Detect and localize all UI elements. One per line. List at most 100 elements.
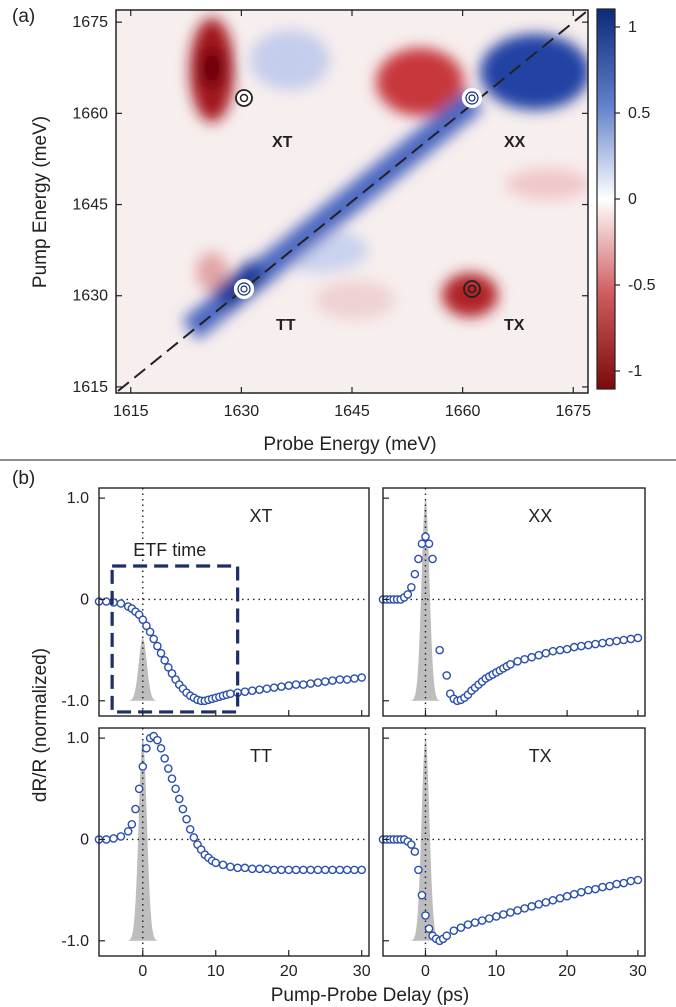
label-xx: XX [504,134,526,151]
data-point [421,911,430,920]
data-point [185,825,195,834]
data-point [160,655,169,665]
data-point [350,674,359,683]
data-point [499,910,508,919]
data-point [520,654,529,664]
data-point [591,884,600,894]
data-point [626,876,636,886]
subplots: 1.0 0 -1.0 XT ETF time XX 1.0 0 -1.0 0 10 20 30 TT 0 10… [61,487,647,980]
heatmap [116,10,588,393]
label-tx: TX [504,317,525,334]
data-point [306,865,315,875]
x-tick-label: 1615 [113,403,149,420]
data-point [350,865,359,875]
subplot-frame [98,487,370,717]
data-point [153,641,162,651]
subplot-title: XT [249,506,272,526]
data-point [357,865,367,875]
x-tick-label: 10 [487,963,505,980]
data-point [598,882,607,892]
data-point [407,583,416,592]
data-point [226,862,235,872]
data-point [123,827,133,836]
panel-b-ylabel: dR/R (normalized) [30,648,51,802]
y-tick-label: 1645 [72,197,108,214]
data-point [328,865,337,875]
data-point [164,663,173,672]
data-point [320,677,330,686]
data-point [156,743,166,753]
pos-region-xx [480,34,588,110]
data-point [403,590,413,599]
data-point [262,684,272,693]
data-point [284,865,294,875]
data-point [160,754,169,763]
data-point [109,834,118,843]
data-point [167,669,177,678]
data-point [541,897,551,907]
data-point [247,686,257,695]
data-point [178,804,188,814]
x-tick-label: 1660 [445,403,481,420]
x-tick-label: 0 [421,963,430,980]
data-point [247,864,257,874]
subplot-tx: 0 10 20 30 TX [378,727,647,980]
pos-region-xt [250,30,330,90]
data-point [417,539,427,549]
data-point [513,906,522,915]
heatmap-features [181,18,588,341]
data-point [584,885,593,895]
data-point [424,539,434,549]
data-point [470,918,480,927]
data-point [584,640,593,650]
neg-region-faint-2 [315,280,395,320]
y-tick-label: 1630 [72,288,108,305]
data-point [299,680,308,689]
label-tt: TT [276,317,296,334]
marker-tx [463,280,481,298]
data-point [633,875,643,885]
data-point [240,863,250,873]
data-point [548,646,558,656]
subplot-title: TT [250,746,272,766]
colorbar-tick-label: 0.5 [628,105,650,122]
panel-a-axes: 1615 1615 1630 1630 1645 1645 1660 1660 1675 1675 [72,10,591,420]
peak-markers [233,87,483,300]
data-point [153,735,162,745]
data-point [410,569,420,579]
data-point [619,635,629,645]
data-point [477,916,487,925]
neg-region-faint [506,168,588,200]
data-point [156,648,166,658]
etf-time-label: ETF time [133,540,206,560]
data-point [211,858,221,868]
x-tick-label: 30 [353,963,371,980]
x-tick-label: 10 [207,963,225,980]
colorbar [596,8,616,390]
data-point [320,865,330,875]
data-point [576,641,586,651]
data-point [562,644,572,654]
data-point [414,554,423,564]
data-point [424,924,434,933]
panel-b-xlabel: Pump-Probe Delay (ps) [271,985,470,1006]
peak-labels: XT XX TT TX [272,134,526,334]
data-point [145,627,155,637]
data-point [569,642,579,652]
data-point [306,679,315,688]
marker-xt [235,89,253,107]
subplot-title: TX [529,746,552,766]
data-point [541,648,551,658]
data-point [233,863,242,873]
colorbar-tick-label: 1 [628,19,637,36]
x-tick-label: 30 [629,963,647,980]
data-point [506,908,515,917]
data-point [456,923,466,932]
data-point [527,902,537,911]
data-point [313,865,323,875]
data-point [605,637,614,647]
y-tick-label: -1.0 [61,693,89,710]
data-point [414,865,423,875]
data-point [189,833,199,842]
